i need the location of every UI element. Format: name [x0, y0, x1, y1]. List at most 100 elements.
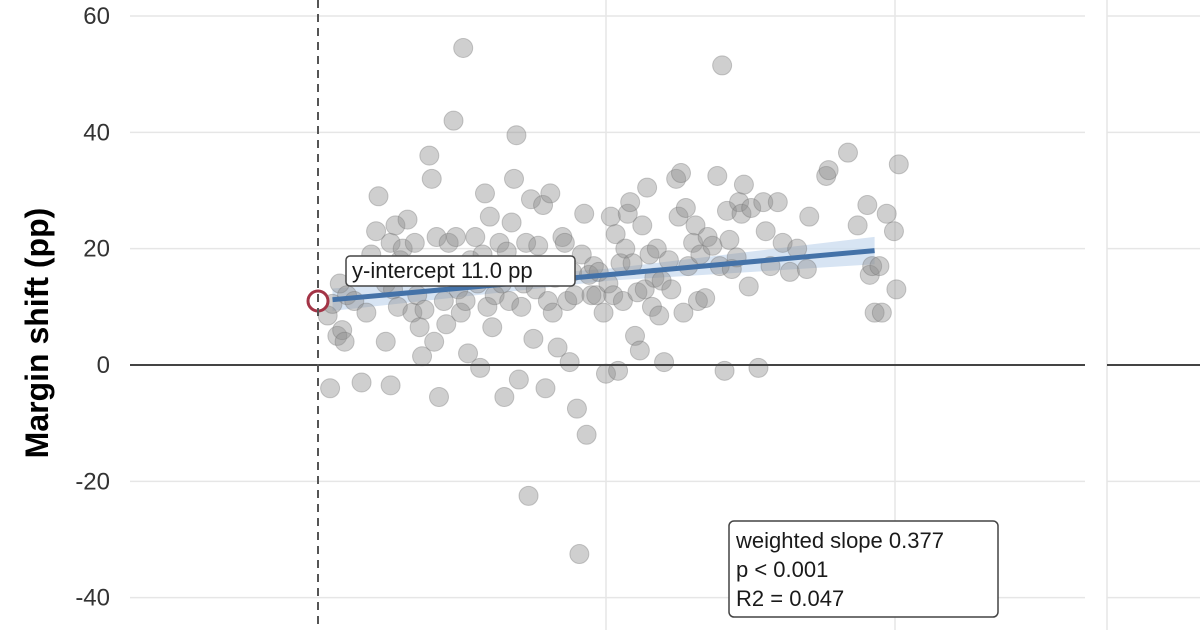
data-point — [772, 232, 793, 253]
data-point — [716, 200, 737, 221]
stats-line-0: weighted slope 0.377 — [735, 528, 944, 553]
data-point — [409, 317, 430, 338]
data-point — [426, 227, 447, 248]
data-point — [557, 291, 578, 312]
data-point — [634, 279, 655, 300]
data-point — [661, 279, 682, 300]
data-point — [402, 302, 423, 323]
intercept-label: y-intercept 11.0 pp — [345, 255, 576, 287]
data-point — [733, 174, 754, 195]
data-point — [629, 340, 650, 361]
data-point — [864, 302, 885, 323]
data-point — [837, 142, 858, 163]
data-point — [511, 296, 532, 317]
data-point — [581, 285, 602, 306]
intercept-label-box — [345, 255, 576, 287]
data-point — [767, 192, 788, 213]
data-point — [404, 232, 425, 253]
data-point — [559, 352, 580, 373]
data-point — [351, 372, 372, 393]
data-point — [537, 291, 558, 312]
annotations: y-intercept 11.0 pp weighted slope 0.377 p… — [345, 255, 999, 618]
data-point — [888, 154, 909, 175]
data-point — [818, 160, 839, 181]
data-point — [654, 352, 675, 373]
data-point — [479, 206, 500, 227]
data-point — [847, 215, 868, 236]
data-point — [586, 285, 607, 306]
data-point — [450, 302, 471, 323]
data-point — [702, 235, 723, 256]
data-points — [317, 37, 909, 565]
data-point — [576, 424, 597, 445]
data-point — [859, 264, 880, 285]
data-point — [380, 375, 401, 396]
data-point — [719, 229, 740, 250]
data-point — [506, 125, 527, 146]
data-point — [871, 302, 892, 323]
data-point — [646, 238, 667, 259]
data-point — [566, 398, 587, 419]
data-point — [862, 256, 883, 277]
data-point — [516, 232, 537, 253]
data-point — [533, 195, 554, 216]
data-point — [796, 259, 817, 280]
data-point — [697, 227, 718, 248]
data-point — [675, 197, 696, 218]
data-point — [685, 215, 706, 236]
stats-box-frame — [728, 520, 999, 618]
data-point — [639, 244, 660, 265]
data-point — [489, 232, 510, 253]
data-point — [729, 192, 750, 213]
data-point — [366, 221, 387, 242]
data-point — [574, 203, 595, 224]
data-point — [368, 186, 389, 207]
data-point — [714, 360, 735, 381]
data-point — [438, 232, 459, 253]
data-point — [738, 276, 759, 297]
data-point — [477, 296, 498, 317]
data-point — [886, 279, 907, 300]
data-point — [883, 221, 904, 242]
data-point — [571, 244, 592, 265]
data-point — [470, 357, 491, 378]
data-point — [421, 168, 442, 189]
data-point — [453, 37, 474, 58]
data-point — [504, 168, 525, 189]
data-point — [707, 165, 728, 186]
data-point — [816, 165, 837, 186]
data-point — [387, 296, 408, 317]
data-point — [731, 203, 752, 224]
data-point — [508, 369, 529, 390]
data-point — [554, 232, 575, 253]
data-point — [625, 325, 646, 346]
data-point — [637, 177, 658, 198]
data-point — [375, 331, 396, 352]
intercept-label-text: y-intercept 11.0 pp — [352, 258, 533, 283]
data-point — [501, 212, 522, 233]
data-point — [799, 206, 820, 227]
data-point — [458, 343, 479, 364]
y-tick-label: 40 — [83, 119, 110, 146]
data-point — [429, 386, 449, 407]
data-point — [320, 378, 341, 399]
data-point — [668, 206, 689, 227]
data-point — [332, 320, 353, 341]
data-point — [608, 360, 629, 381]
data-point — [641, 296, 662, 317]
y-axis: 60 40 20 0 -20 -40 — [75, 0, 1200, 630]
data-point — [356, 302, 377, 323]
data-point — [612, 291, 633, 312]
data-point — [687, 291, 708, 312]
data-point — [465, 227, 486, 248]
y-axis-title: Margin shift (pp) — [19, 208, 55, 459]
data-point — [445, 227, 466, 248]
data-point — [857, 195, 878, 216]
data-point — [419, 145, 440, 166]
data-point — [528, 235, 549, 256]
data-point — [695, 288, 716, 309]
data-point — [605, 224, 626, 245]
data-point — [499, 291, 520, 312]
data-point — [666, 168, 687, 189]
data-point — [424, 331, 445, 352]
